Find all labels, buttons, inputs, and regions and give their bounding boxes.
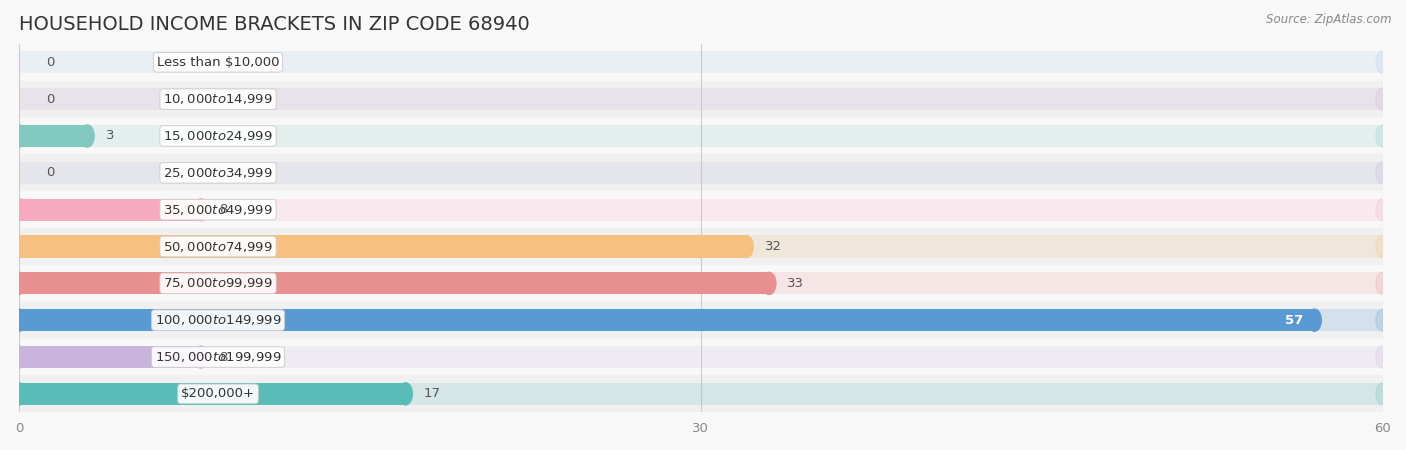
Text: $50,000 to $74,999: $50,000 to $74,999 — [163, 239, 273, 253]
Circle shape — [399, 383, 412, 405]
Circle shape — [13, 125, 25, 147]
Bar — [20, 125, 1382, 147]
Circle shape — [80, 125, 94, 147]
Text: 8: 8 — [219, 203, 228, 216]
Circle shape — [1376, 198, 1389, 220]
Bar — [20, 346, 201, 368]
Text: 0: 0 — [46, 166, 55, 180]
Circle shape — [1376, 383, 1389, 405]
Circle shape — [1376, 51, 1389, 73]
Bar — [20, 191, 1382, 228]
Text: $200,000+: $200,000+ — [181, 387, 254, 400]
Text: 0: 0 — [46, 93, 55, 106]
Circle shape — [762, 272, 776, 294]
Text: 8: 8 — [219, 351, 228, 364]
Text: $150,000 to $199,999: $150,000 to $199,999 — [155, 350, 281, 364]
Circle shape — [194, 198, 208, 220]
Bar — [20, 338, 1382, 375]
Text: HOUSEHOLD INCOME BRACKETS IN ZIP CODE 68940: HOUSEHOLD INCOME BRACKETS IN ZIP CODE 68… — [20, 15, 530, 34]
Bar — [20, 272, 1382, 294]
Circle shape — [1376, 346, 1389, 368]
Bar — [20, 51, 1382, 73]
Circle shape — [13, 272, 25, 294]
Circle shape — [13, 383, 25, 405]
Bar — [20, 198, 201, 220]
Circle shape — [1376, 88, 1389, 110]
Bar — [20, 228, 1382, 265]
Circle shape — [1308, 309, 1322, 331]
Bar — [20, 44, 1382, 81]
Circle shape — [1376, 162, 1389, 184]
Bar — [20, 162, 1382, 184]
Bar — [20, 88, 1382, 110]
Circle shape — [1376, 235, 1389, 257]
Bar — [20, 383, 405, 405]
Text: Source: ZipAtlas.com: Source: ZipAtlas.com — [1267, 14, 1392, 27]
Bar — [20, 81, 1382, 117]
Bar — [20, 375, 1382, 412]
Circle shape — [1376, 272, 1389, 294]
Circle shape — [740, 235, 754, 257]
Text: 57: 57 — [1285, 314, 1303, 327]
Text: 0: 0 — [46, 56, 55, 69]
Bar — [20, 346, 1382, 368]
Circle shape — [13, 198, 25, 220]
Circle shape — [13, 346, 25, 368]
Text: 33: 33 — [787, 277, 804, 290]
Bar — [20, 235, 747, 257]
Text: 3: 3 — [105, 130, 114, 143]
Text: $15,000 to $24,999: $15,000 to $24,999 — [163, 129, 273, 143]
Bar — [20, 265, 1382, 302]
Text: $35,000 to $49,999: $35,000 to $49,999 — [163, 202, 273, 216]
Bar — [20, 117, 1382, 154]
Text: $100,000 to $149,999: $100,000 to $149,999 — [155, 313, 281, 327]
Text: $25,000 to $34,999: $25,000 to $34,999 — [163, 166, 273, 180]
Circle shape — [13, 235, 25, 257]
Text: Less than $10,000: Less than $10,000 — [157, 56, 280, 69]
Bar — [20, 309, 1382, 331]
Text: 32: 32 — [765, 240, 782, 253]
Bar — [20, 383, 1382, 405]
Bar — [20, 302, 1382, 338]
Text: 17: 17 — [423, 387, 440, 400]
Circle shape — [1376, 309, 1389, 331]
Bar — [20, 235, 1382, 257]
Bar — [20, 125, 87, 147]
Bar — [20, 154, 1382, 191]
Bar — [20, 309, 1315, 331]
Text: $10,000 to $14,999: $10,000 to $14,999 — [163, 92, 273, 106]
Circle shape — [1376, 125, 1389, 147]
Bar — [20, 198, 1382, 220]
Circle shape — [194, 346, 208, 368]
Circle shape — [13, 309, 25, 331]
Bar — [20, 272, 769, 294]
Text: $75,000 to $99,999: $75,000 to $99,999 — [163, 276, 273, 290]
